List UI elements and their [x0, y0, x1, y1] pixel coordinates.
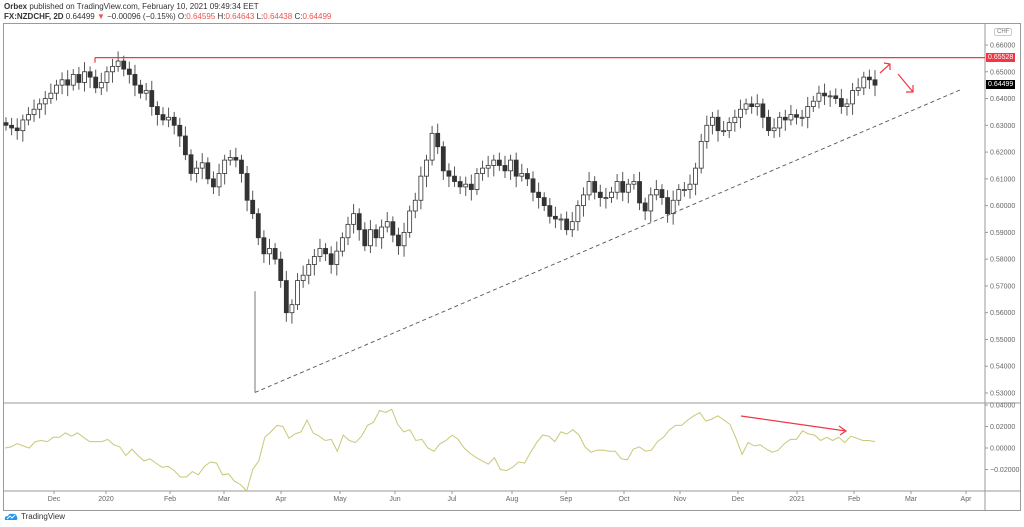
svg-text:Apr: Apr — [961, 496, 973, 503]
svg-text:Nov: Nov — [674, 496, 687, 503]
svg-text:−0.02000: −0.02000 — [990, 467, 1019, 474]
svg-text:0.56000: 0.56000 — [990, 310, 1015, 317]
svg-text:Feb: Feb — [164, 496, 176, 503]
svg-text:0.63000: 0.63000 — [990, 123, 1015, 130]
svg-text:0.60000: 0.60000 — [990, 203, 1015, 210]
svg-text:0.54000: 0.54000 — [990, 364, 1015, 371]
svg-text:0.04000: 0.04000 — [990, 403, 1015, 410]
down-arrow-icon: ▼ — [96, 12, 105, 21]
tradingview-brand: TradingView — [21, 512, 66, 521]
price-change: −0.00096 (−0.15%) — [107, 12, 176, 21]
svg-text:0.02000: 0.02000 — [990, 424, 1015, 431]
svg-text:Sep: Sep — [560, 496, 573, 503]
tradingview-logo[interactable]: TradingView — [4, 512, 65, 521]
svg-text:May: May — [333, 496, 347, 503]
svg-text:0.65000: 0.65000 — [990, 69, 1015, 76]
last-price-tag: 0.64499 — [986, 80, 1016, 90]
svg-text:0.61000: 0.61000 — [990, 176, 1015, 183]
svg-text:2021: 2021 — [789, 496, 805, 503]
symbol-name[interactable]: FX:NZDCHF, 2D — [4, 12, 64, 21]
svg-text:Jun: Jun — [389, 496, 400, 503]
svg-text:Jul: Jul — [448, 496, 457, 503]
svg-text:0.57000: 0.57000 — [990, 283, 1015, 290]
chart-frame — [3, 23, 1021, 511]
svg-text:Oct: Oct — [619, 496, 630, 503]
svg-text:Mar: Mar — [218, 496, 231, 503]
publish-info: Orbex published on TradingView.com, Febr… — [4, 2, 259, 11]
currency-badge: CHF — [994, 28, 1013, 36]
open-label: O: — [177, 12, 187, 21]
low-value: 0.64438 — [263, 12, 293, 21]
svg-text:0.00000: 0.00000 — [990, 446, 1015, 453]
svg-text:Dec: Dec — [732, 496, 745, 503]
svg-text:0.62000: 0.62000 — [990, 150, 1015, 157]
high-value: 0.64643 — [225, 12, 255, 21]
svg-text:0.55000: 0.55000 — [990, 337, 1015, 344]
high-label: H: — [217, 12, 226, 21]
svg-text:2020: 2020 — [98, 496, 114, 503]
svg-text:Mar: Mar — [905, 496, 918, 503]
svg-text:Aug: Aug — [506, 496, 519, 503]
svg-text:0.66000: 0.66000 — [990, 43, 1015, 50]
tradingview-cloud-icon — [4, 513, 18, 520]
publisher-name: Orbex — [4, 2, 28, 11]
svg-text:0.64000: 0.64000 — [990, 96, 1015, 103]
svg-text:Feb: Feb — [848, 496, 860, 503]
svg-text:Dec: Dec — [48, 496, 61, 503]
low-label: L: — [256, 12, 264, 21]
publish-text: published on TradingView.com, February 1… — [29, 2, 259, 11]
svg-text:Apr: Apr — [276, 496, 288, 503]
close-label: C: — [294, 12, 303, 21]
open-value: 0.64595 — [186, 12, 216, 21]
svg-text:0.58000: 0.58000 — [990, 257, 1015, 264]
svg-text:0.59000: 0.59000 — [990, 230, 1015, 237]
svg-text:0.53000: 0.53000 — [990, 391, 1015, 398]
symbol-legend: FX:NZDCHF, 2D 0.64499 ▼ −0.00096 (−0.15%… — [4, 12, 331, 21]
last-price: 0.64499 — [65, 12, 95, 21]
resistance-price-tag: 0.65528 — [986, 52, 1016, 62]
close-value: 0.64499 — [302, 12, 332, 21]
